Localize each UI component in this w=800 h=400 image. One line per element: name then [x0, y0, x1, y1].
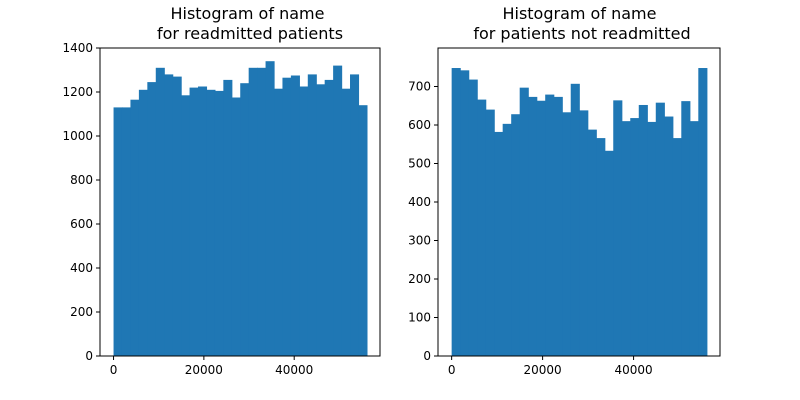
left-histogram-bar [206, 89, 216, 357]
right-histogram-bar [468, 79, 478, 356]
left-histogram-bar [214, 90, 224, 357]
left-histogram-bar [299, 86, 309, 356]
left-histogram-bar [240, 83, 250, 356]
right-histogram-bar [536, 100, 546, 357]
right-histogram-bar [664, 116, 674, 356]
right-histogram-bar [485, 109, 495, 356]
right-chart-y-axis-ticks: 0 100 200 300 400 500 600 700 [408, 80, 438, 363]
right-histogram-bar [570, 83, 580, 357]
right-y-tick-label: 200 [408, 272, 431, 286]
right-histogram-bar [587, 129, 597, 356]
right-y-tick-label: 300 [408, 234, 431, 248]
left-histogram-bar [181, 95, 191, 357]
right-histogram-bar [698, 68, 708, 357]
right-y-tick-label: 700 [408, 80, 431, 94]
left-y-tick-label: 600 [70, 217, 93, 231]
right-histogram-bar [630, 118, 640, 356]
left-chart-title-line-1: Histogram of name [170, 4, 324, 23]
left-histogram-bar [121, 107, 132, 357]
left-histogram-bar [231, 97, 241, 356]
left-histogram-bar [164, 74, 174, 357]
left-histogram-bar [341, 88, 351, 356]
left-histogram-bar [248, 67, 258, 357]
right-histogram-bar [511, 114, 521, 356]
left-chart-title: Histogram of name for readmitted patient… [157, 4, 343, 43]
right-histogram-bar [655, 102, 665, 356]
right-histogram-bar [613, 100, 623, 356]
right-chart-title-line-2: for patients not readmitted [473, 24, 690, 43]
right-histogram-bar [681, 101, 691, 356]
right-chart-title: Histogram of name for patients not readm… [473, 4, 690, 43]
left-y-tick-label: 200 [70, 305, 93, 319]
right-chart-x-axis-ticks: 0 20000 40000 [448, 356, 653, 377]
left-histogram-bar [282, 77, 292, 356]
left-chart-y-axis-ticks: 0 200 400 600 800 1000 1200 1400 [62, 41, 100, 363]
right-histogram-bar [553, 96, 563, 357]
right-histogram-panel: Histogram of name for patients not readm… [408, 4, 721, 377]
right-chart-axes-frame [437, 47, 721, 357]
left-x-tick-label: 40000 [275, 363, 313, 377]
left-histogram-bar [316, 84, 326, 357]
left-chart-bars [113, 61, 368, 357]
left-histogram-bar [198, 86, 208, 356]
right-y-tick-label: 500 [408, 157, 431, 171]
left-y-tick-label: 0 [85, 349, 93, 363]
left-histogram-bar [257, 67, 267, 357]
right-histogram-bar [672, 138, 682, 356]
left-chart-axes-frame [99, 47, 381, 357]
left-y-tick-label: 800 [70, 173, 93, 187]
right-x-tick-label: 0 [448, 363, 456, 377]
left-histogram-bar [113, 107, 123, 357]
left-histogram-bar [358, 105, 368, 356]
left-y-tick-label: 1400 [62, 41, 93, 55]
left-histogram-bar [147, 82, 157, 356]
right-y-tick-label: 400 [408, 195, 431, 209]
right-y-tick-label: 0 [423, 349, 431, 363]
left-histogram-bar [333, 65, 343, 356]
right-histogram-bar [638, 104, 648, 356]
left-chart-x-axis-ticks: 0 20000 40000 [110, 356, 313, 377]
left-histogram-bar [290, 75, 300, 356]
right-histogram-bar [519, 87, 529, 356]
left-y-tick-label: 1000 [62, 129, 93, 143]
left-histogram-bar [350, 74, 360, 357]
left-histogram-bar [223, 79, 233, 357]
right-histogram-bar [460, 70, 470, 356]
left-histogram-bar [274, 88, 284, 356]
right-x-tick-label: 20000 [524, 363, 562, 377]
right-histogram-bar [596, 138, 606, 356]
right-histogram-bar [689, 121, 699, 357]
left-histogram-bar [172, 76, 182, 356]
left-histogram-bar [155, 67, 165, 357]
left-y-tick-label: 1200 [62, 85, 93, 99]
left-histogram-bar [265, 61, 275, 356]
right-histogram-bar [647, 121, 657, 356]
left-x-tick-label: 20000 [185, 363, 223, 377]
right-histogram-bar [545, 94, 555, 357]
left-chart-title-line-2: for readmitted patients [157, 24, 343, 43]
right-histogram-bar [502, 123, 512, 356]
right-chart-bars [451, 68, 708, 357]
left-histogram-bar [138, 89, 148, 357]
left-x-tick-label: 0 [110, 363, 118, 377]
left-histogram-bar [130, 99, 140, 356]
left-histogram-bar [307, 74, 317, 357]
right-histogram-bar [494, 131, 504, 356]
left-histogram-panel: Histogram of name for readmitted patient… [62, 4, 381, 377]
right-histogram-bar [451, 68, 461, 357]
right-histogram-bar [604, 150, 614, 356]
right-y-tick-label: 600 [408, 118, 431, 132]
right-histogram-bar [621, 121, 631, 357]
right-histogram-bar [528, 96, 538, 357]
left-histogram-bar [324, 79, 334, 357]
right-histogram-bar [562, 112, 572, 356]
right-histogram-bar [477, 99, 487, 356]
right-histogram-bar [579, 110, 589, 357]
right-x-tick-label: 40000 [614, 363, 652, 377]
left-histogram-bar [189, 87, 199, 356]
right-chart-title-line-1: Histogram of name [502, 4, 656, 23]
right-y-tick-label: 100 [408, 311, 431, 325]
left-y-tick-label: 400 [70, 261, 93, 275]
